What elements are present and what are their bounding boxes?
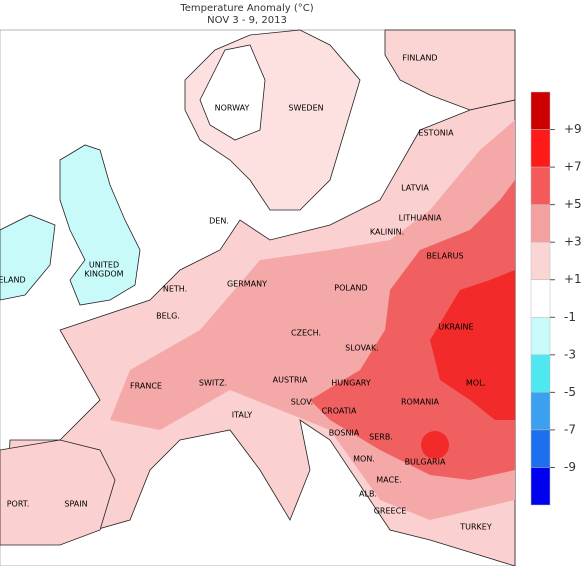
legend-swatch <box>530 429 551 468</box>
legend-label: +5 <box>564 197 582 211</box>
finland <box>384 29 516 111</box>
country-label: SPAIN <box>64 500 87 509</box>
country-label: BULGARIA <box>405 458 446 467</box>
country-label: POLAND <box>334 284 367 293</box>
legend-label: +1 <box>564 272 582 286</box>
country-label: CROATIA <box>322 407 357 416</box>
country-label: LATVIA <box>401 184 429 193</box>
country-label: FINLAND <box>402 54 437 63</box>
hot-ukraine <box>430 270 515 420</box>
legend-swatch <box>530 241 551 280</box>
legend-label: +7 <box>564 160 582 174</box>
country-label: ROMANIA <box>401 398 440 407</box>
country-label: ELAND <box>0 276 26 285</box>
country-label: CZECH. <box>291 329 321 338</box>
country-label: FRANCE <box>130 382 162 391</box>
title: Temperature Anomaly (°C) <box>179 3 313 14</box>
country-label: KALININ. <box>370 228 404 237</box>
country-label: KINGDOM <box>84 270 123 279</box>
country-label: MACE. <box>376 476 401 485</box>
legend-label: -3 <box>564 347 576 361</box>
country-label: GERMANY <box>227 280 267 289</box>
legend-label: +3 <box>564 235 582 249</box>
country-label: NETH. <box>163 285 187 294</box>
country-label: MON. <box>353 455 375 464</box>
country-label: BELG. <box>156 312 180 321</box>
country-label: MOL. <box>466 379 486 388</box>
country-label: UKRAINE <box>438 323 473 332</box>
legend-swatch <box>530 279 551 318</box>
country-label: BELARUS <box>426 252 463 261</box>
country-label: AUSTRIA <box>273 376 308 385</box>
ireland <box>0 214 56 301</box>
country-label: SLOV. <box>291 398 313 407</box>
country-label: PORT. <box>7 500 30 509</box>
country-labels: FINLAND NORWAY SWEDEN ESTONIA LATVIA LIT… <box>0 54 492 532</box>
iberia <box>0 439 116 546</box>
color-legend: +9 +7 +5 +3 +1 -1 -3 -5 -7 -9 <box>530 91 582 506</box>
country-label: HUNGARY <box>331 379 371 388</box>
legend-label: -9 <box>564 460 576 474</box>
legend-swatch <box>530 166 551 205</box>
legend-swatch <box>530 204 551 243</box>
legend-label: -5 <box>564 385 576 399</box>
country-label: ALB. <box>359 490 377 499</box>
country-label: ITALY <box>232 411 252 420</box>
legend-swatch <box>530 354 551 393</box>
legend-swatch <box>530 91 551 130</box>
country-label: SERB. <box>369 433 393 442</box>
legend-swatch <box>530 467 551 506</box>
legend-swatch <box>530 129 551 168</box>
legend-label: -7 <box>564 422 576 436</box>
legend-swatch <box>530 392 551 431</box>
country-label: SLOVAK. <box>345 344 379 353</box>
warm-east <box>310 180 515 480</box>
country-label: BOSNIA <box>329 429 360 438</box>
legend-label: -1 <box>564 310 576 324</box>
country-label: ESTONIA <box>418 129 454 138</box>
country-label: DEN. <box>209 217 229 226</box>
country-label: UNITED <box>89 261 119 270</box>
country-label: GREECE <box>374 507 407 516</box>
subtitle: NOV 3 - 9, 2013 <box>207 15 287 26</box>
country-label: NORWAY <box>215 104 250 113</box>
country-label: SWEDEN <box>288 104 323 113</box>
map <box>0 29 516 566</box>
hot-spot <box>421 431 449 459</box>
country-label: LITHUANIA <box>399 214 442 223</box>
great-britain <box>59 144 141 306</box>
legend-label: +9 <box>564 122 582 136</box>
legend-swatch <box>530 317 551 356</box>
norway-area <box>199 44 266 141</box>
country-label: SWITZ. <box>199 379 227 388</box>
country-label: TURKEY <box>459 523 492 532</box>
